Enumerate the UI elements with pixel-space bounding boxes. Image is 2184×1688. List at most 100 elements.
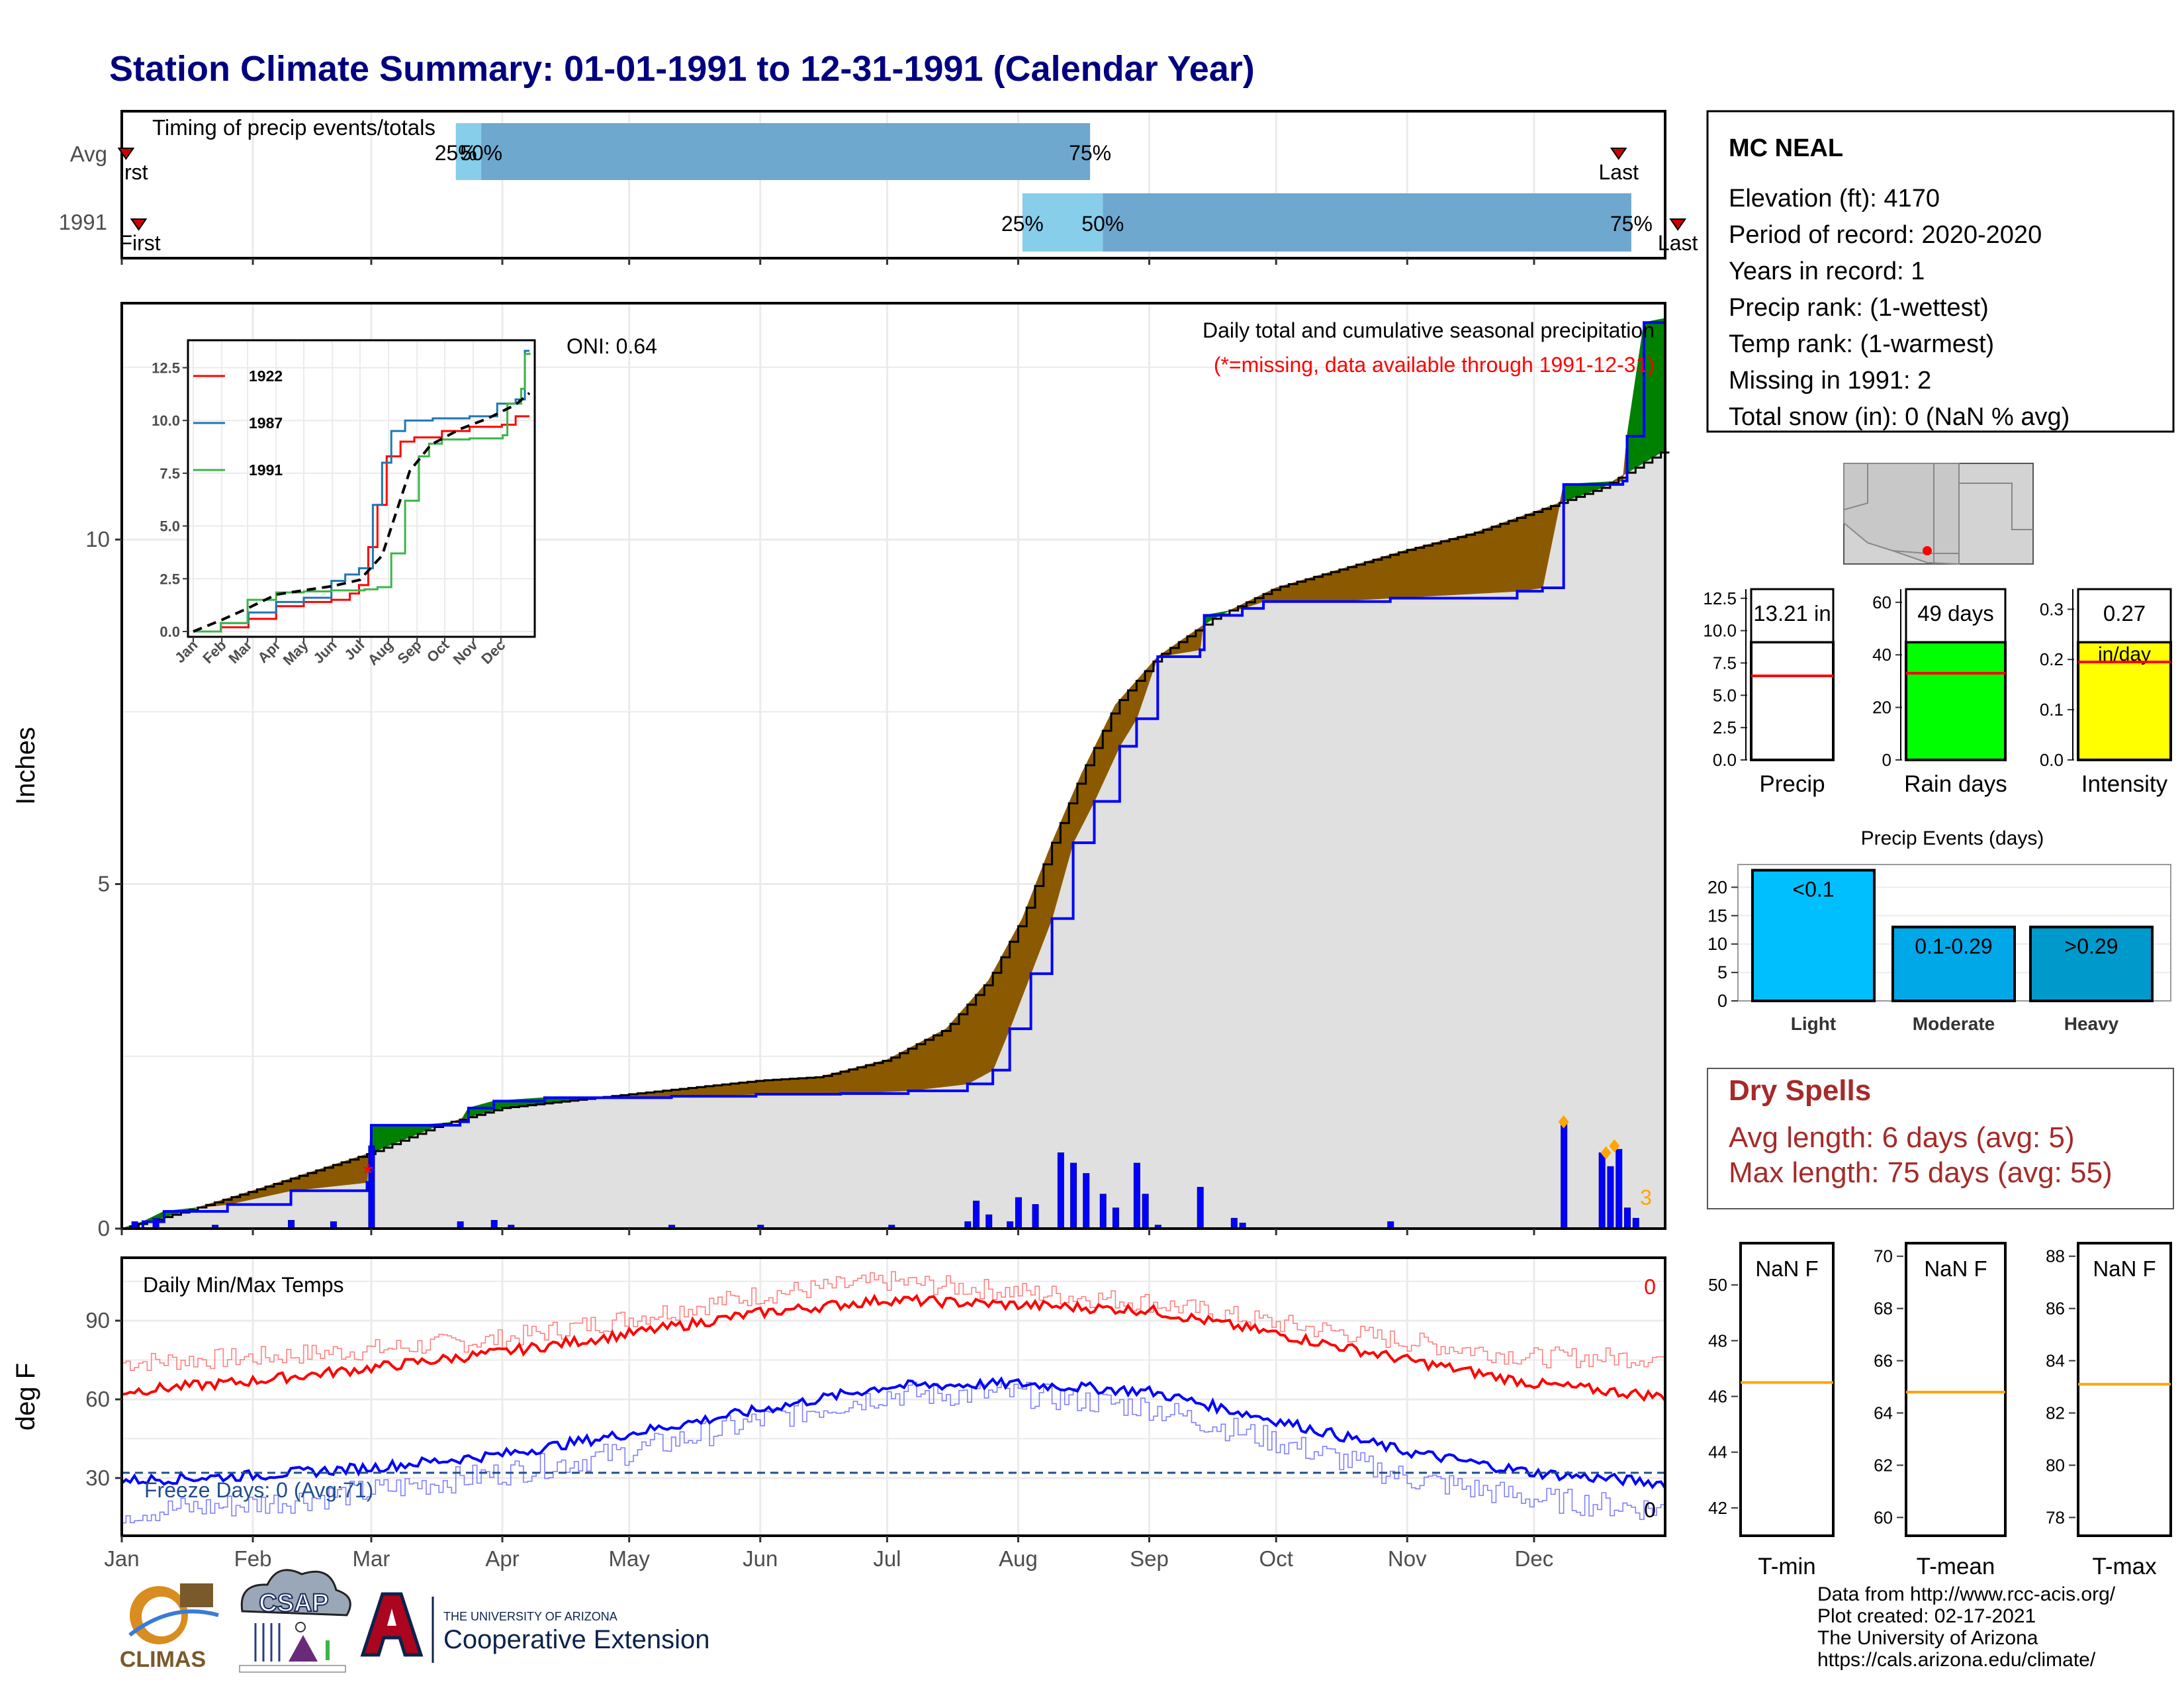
p50-label: 50% xyxy=(1081,212,1124,236)
summary-bar-value: 49 days xyxy=(1917,601,1994,626)
summary-ytick-label: 0.1 xyxy=(2040,700,2064,720)
events-category-label: Moderate xyxy=(1913,1013,1995,1034)
precip-missing-note: (*=missing, data available through 1991-… xyxy=(1214,353,1655,377)
temp-summary-ytick-label: 80 xyxy=(2046,1455,2065,1475)
inset-legend-label: 1987 xyxy=(249,414,283,432)
precip-panel: 0 5 10 Inches Daily total and cumulative s… xyxy=(11,302,1670,1241)
events-ytick-label: 15 xyxy=(1707,906,1727,925)
events-bar-label: >0.29 xyxy=(2065,934,2118,958)
map-arizona xyxy=(1843,463,1960,565)
temp-summary-value: NaN F xyxy=(1755,1256,1818,1281)
summary-bar-xlabel: Rain days xyxy=(1904,771,2007,797)
month-label: Sep xyxy=(1130,1546,1169,1571)
obs-cumulative-line xyxy=(122,318,1666,1230)
precip-ytick-label: 5 xyxy=(98,872,110,896)
temp-summary-ytick-label: 66 xyxy=(1874,1351,1893,1371)
daily-precip-bar xyxy=(1142,1194,1149,1229)
daily-precip-bar xyxy=(152,1217,159,1229)
daily-precip-bar xyxy=(1561,1121,1568,1229)
daily-precip-bar xyxy=(1015,1197,1022,1229)
inset-ytick-label: 7.5 xyxy=(159,465,180,482)
daily-precip-bar xyxy=(1230,1217,1238,1229)
month-label: Jul xyxy=(873,1546,901,1571)
avg-cumulative-line xyxy=(122,451,1670,1230)
inset-frame xyxy=(187,339,536,638)
summary-ytick-label: 0.2 xyxy=(2040,649,2064,669)
extreme-marker xyxy=(1558,1115,1569,1129)
station-name: MC NEAL xyxy=(1729,134,1843,162)
temp-summary-xlabel: T-mean xyxy=(1917,1554,1995,1579)
summary-ytick-label: 20 xyxy=(1872,698,1891,718)
first-marker xyxy=(117,148,135,160)
p75-label: 75% xyxy=(1610,212,1653,236)
temp-summary-ytick-label: 48 xyxy=(1708,1331,1727,1350)
summary-bar-value: 0.27 xyxy=(2103,601,2146,626)
first-label: First xyxy=(107,160,148,184)
inset-series-line xyxy=(193,352,531,633)
map-state-border-east xyxy=(1959,483,2033,530)
daily-precip-bar xyxy=(1083,1173,1090,1229)
inset-ytick-label: 0.0 xyxy=(159,624,180,640)
dry-spells-frame xyxy=(1707,1068,2174,1209)
temp-summary-frame xyxy=(1739,1242,1835,1537)
summary-ytick-label: 0.3 xyxy=(2040,599,2064,619)
station-box-frame xyxy=(1706,110,2175,433)
csap-logo: CSAP xyxy=(239,1569,351,1673)
avg-min-temp-line xyxy=(120,1376,1666,1489)
events-ytick-label: 20 xyxy=(1707,877,1727,897)
ua-small-text: THE UNIVERSITY OF ARIZONA xyxy=(443,1610,617,1623)
station-temp-rank: Temp rank: (1-warmest) xyxy=(1729,330,1994,358)
csap-wordmark: CSAP xyxy=(259,1589,329,1617)
temp-summary-value: NaN F xyxy=(1924,1256,1987,1281)
avg-max-temp-line xyxy=(121,1293,1666,1402)
p25-label: 25% xyxy=(435,141,477,165)
daily-precip-bar xyxy=(1615,1149,1623,1229)
p25-label: 25% xyxy=(1001,212,1044,236)
summary-ytick-label: 10.0 xyxy=(1703,621,1737,641)
temp-summary-xlabel: T-min xyxy=(1758,1554,1816,1579)
p50-label: 50% xyxy=(460,141,502,165)
timing-row-avg-label: Avg xyxy=(70,142,107,166)
precip-ytick-label: 0 xyxy=(98,1216,110,1241)
temp-summary-bars: NaN F 42 44 46 48 50 T-min NaN F 60 62 64 66 68 70 T-m… xyxy=(1708,1242,2172,1579)
temp-summary-ytick-label: 50 xyxy=(1708,1275,1727,1295)
temp-summary-ytick-label: 62 xyxy=(1874,1455,1893,1475)
timing-panel: Timing of precip events/totals Avg 1991 … xyxy=(59,110,1698,265)
temp-summary-ytick-label: 44 xyxy=(1708,1442,1727,1462)
daily-precip-bar xyxy=(1598,1152,1606,1229)
summary-bar-fill xyxy=(1751,642,1833,760)
timing-bar-50-75 xyxy=(481,123,1091,180)
summary-bars: 13.21 in 0.0 2.5 5.0 7.5 10.0 12.5 Precip 49 day… xyxy=(1703,588,2172,797)
temp-summary-ytick-label: 42 xyxy=(1708,1498,1727,1518)
inset-ytick-label: 5.0 xyxy=(159,518,180,535)
precip-header: Daily total and cumulative seasonal prec… xyxy=(1203,318,1655,342)
inset-legend-label: 1991 xyxy=(249,461,283,479)
summary-ytick-label: 12.5 xyxy=(1703,588,1737,608)
summary-bar-xlabel: Intensity xyxy=(2081,771,2168,797)
events-category-label: Light xyxy=(1791,1013,1836,1034)
daily-precip-bar xyxy=(1070,1162,1077,1229)
ua-logo: THE UNIVERSITY OF ARIZONA Cooperative Ex… xyxy=(360,1592,709,1663)
temp-summary-value: NaN F xyxy=(2093,1256,2156,1281)
month-label: Oct xyxy=(1259,1546,1293,1571)
csap-rain xyxy=(254,1623,281,1662)
month-label: Jan xyxy=(104,1546,139,1571)
events-bar xyxy=(1891,925,2016,1002)
csap-mountain xyxy=(289,1635,318,1662)
temp-summary-xlabel: T-max xyxy=(2092,1554,2157,1579)
map-border-mexico xyxy=(1892,550,1960,564)
precip-events-panel: Precip Events (days) <0.1 Light 0.1-0.29 Mod… xyxy=(1707,827,2171,1034)
inset-legend-label: 1922 xyxy=(249,367,283,385)
precip-y-label: Inches xyxy=(11,727,40,805)
temp-title: Daily Min/Max Temps xyxy=(143,1273,343,1297)
ua-large-text: Cooperative Extension xyxy=(443,1625,709,1654)
summary-ytick-label: 0 xyxy=(1882,750,1891,770)
locator-map xyxy=(1843,463,2034,565)
obs-max-temp-line xyxy=(122,1271,1666,1372)
daily-precip-bar xyxy=(1099,1194,1107,1229)
temp-y-label: deg F xyxy=(11,1363,40,1430)
csap-snowflake xyxy=(295,1622,306,1632)
month-label: Aug xyxy=(999,1546,1038,1571)
footer-created: Plot created: 02-17-2021 xyxy=(1817,1605,2036,1627)
